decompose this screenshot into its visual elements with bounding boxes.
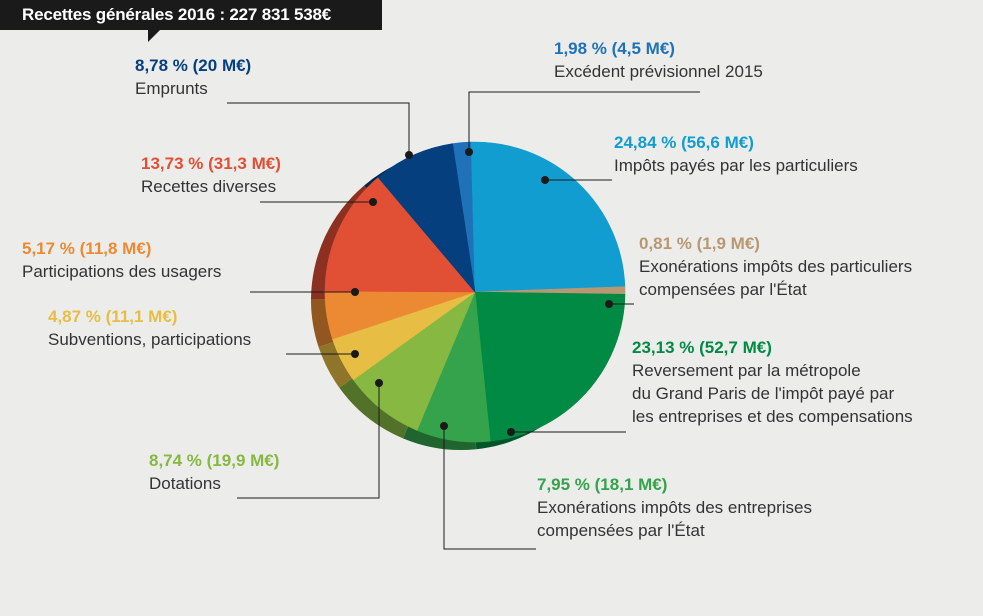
label-pct: 1,98 % (4,5 M€): [554, 39, 675, 58]
label-pct: 13,73 % (31,3 M€): [141, 154, 281, 173]
label-desc: les entreprises et des compensations: [632, 407, 913, 426]
title-tail: [148, 29, 161, 42]
pie-slice: [470, 141, 626, 293]
label-pct: 23,13 % (52,7 M€): [632, 338, 772, 357]
pie-slice: [377, 143, 476, 294]
leader-line: [237, 383, 380, 499]
label-desc: compensées par l'État: [639, 280, 807, 299]
label-desc: compensées par l'État: [537, 521, 705, 540]
pie-slice: [352, 291, 476, 431]
leader-dot: [605, 300, 613, 308]
label-desc: Reversement par la métropole: [632, 361, 861, 380]
leader-line: [468, 91, 700, 152]
label-pct: 4,87 % (11,1 M€): [48, 307, 178, 326]
label-pct: 0,81 % (1,9 M€): [639, 234, 760, 253]
leader-dot: [369, 198, 377, 206]
label-pct: 8,78 % (20 M€): [135, 56, 252, 75]
leader-dot: [405, 151, 413, 159]
label-recettes-diverses: 13,73 % (31,3 M€) Recettes diverses: [141, 153, 281, 198]
leader-lines: [227, 91, 700, 550]
leader-dot: [351, 350, 359, 358]
pie-slice: [324, 177, 476, 293]
label-excedent: 1,98 % (4,5 M€) Excédent prévisionnel 20…: [554, 38, 763, 83]
label-emprunts: 8,78 % (20 M€) Emprunts: [135, 55, 251, 100]
label-desc: Emprunts: [135, 79, 208, 98]
label-desc: du Grand Paris de l'impôt payé par: [632, 384, 895, 403]
label-dotations: 8,74 % (19,9 M€) Dotations: [149, 450, 279, 495]
label-pct: 7,95 % (18,1 M€): [537, 475, 668, 494]
label-desc: Exonérations impôts des particuliers: [639, 257, 913, 276]
label-pct: 5,17 % (11,8 M€): [22, 239, 152, 258]
leader-dot: [465, 148, 473, 156]
label-subventions: 4,87 % (11,1 M€) Subventions, participat…: [48, 306, 251, 351]
label-impots-particuliers: 24,84 % (56,6 M€) Impôts payés par les p…: [614, 132, 858, 177]
chart-title: Recettes générales 2016 : 227 831 538€: [0, 0, 382, 30]
label-desc: Exonérations impôts des entreprises: [537, 498, 812, 517]
leader-dot: [351, 288, 359, 296]
leader-dot: [541, 176, 549, 184]
leader-dot: [440, 422, 448, 430]
label-desc: Recettes diverses: [141, 177, 277, 196]
label-desc: Participations des usagers: [22, 262, 222, 281]
label-desc: Excédent prévisionnel 2015: [554, 62, 763, 81]
pie-slices: [324, 141, 626, 443]
label-desc: Dotations: [149, 474, 221, 493]
label-pct: 8,74 % (19,9 M€): [149, 451, 280, 470]
label-desc: Subventions, participations: [48, 330, 252, 349]
leader-line: [443, 426, 536, 550]
leader-dot: [375, 379, 383, 387]
pie-slice: [474, 291, 626, 442]
label-desc: Impôts payés par les particuliers: [614, 156, 858, 175]
leader-line: [227, 102, 410, 155]
label-participations-usagers: 5,17 % (11,8 M€) Participations des usag…: [22, 238, 221, 283]
label-exonerations-particuliers: 0,81 % (1,9 M€) Exonérations impôts des …: [639, 233, 912, 301]
label-pct: 24,84 % (56,6 M€): [614, 133, 754, 152]
label-reversement: 23,13 % (52,7 M€) Reversement par la mét…: [632, 337, 913, 428]
label-exonerations-entreprises: 7,95 % (18,1 M€) Exonérations impôts des…: [537, 474, 812, 542]
leader-dot: [507, 428, 515, 436]
